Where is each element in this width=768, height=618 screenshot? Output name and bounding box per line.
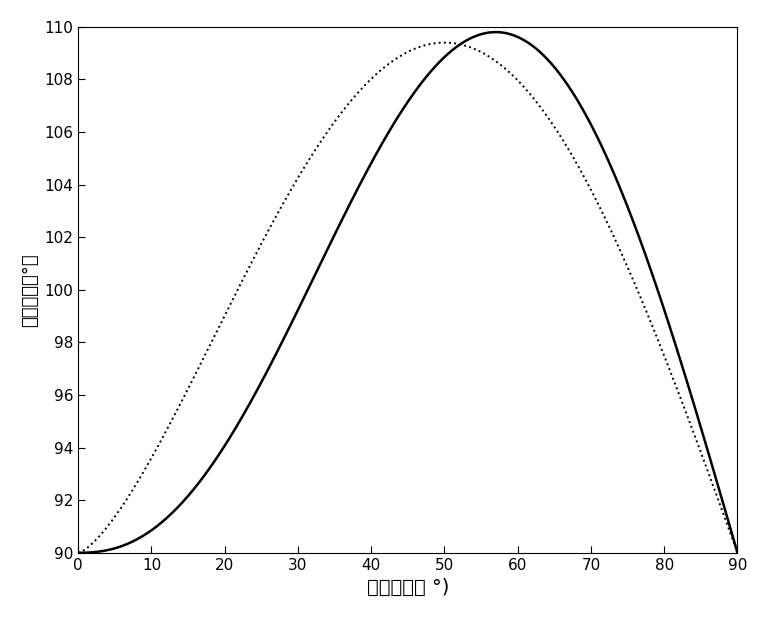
Y-axis label: 声入射角（°）: 声入射角（°） — [21, 253, 39, 326]
X-axis label: 光入射角（ °): 光入射角（ °) — [366, 578, 449, 597]
